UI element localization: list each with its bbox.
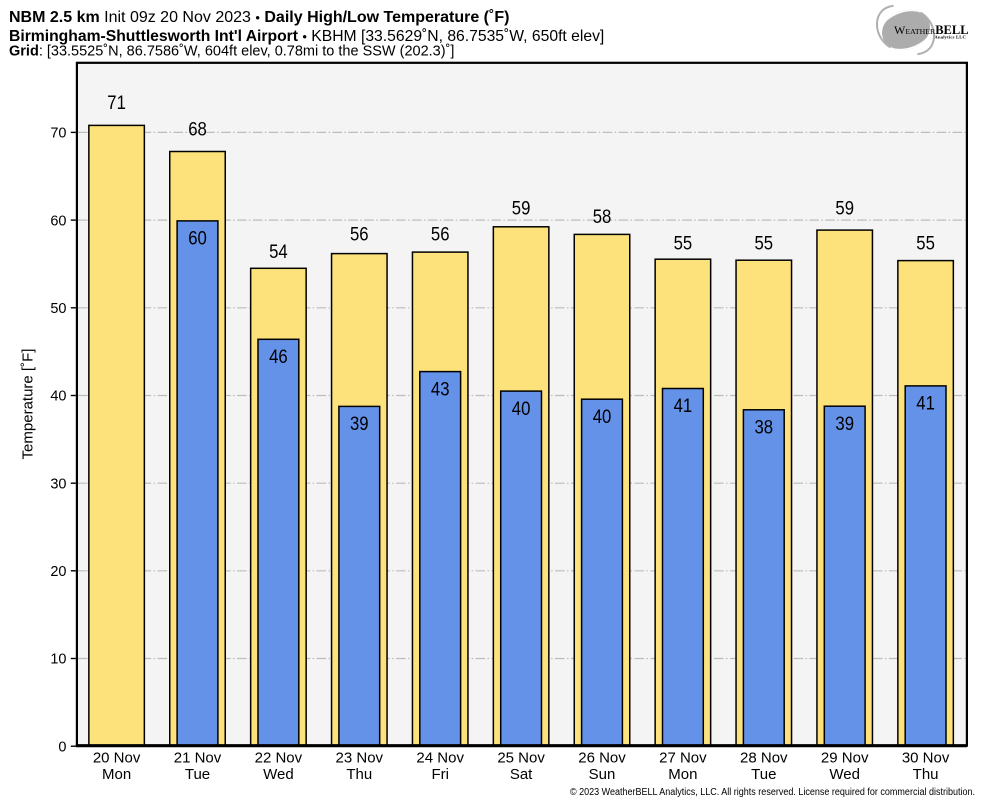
svg-text:Wed: Wed — [829, 766, 860, 783]
svg-text:Sun: Sun — [589, 766, 616, 783]
svg-text:Birmingham-Shuttlesworth Intʹl: Birmingham-Shuttlesworth Intʹl Airport •… — [9, 28, 604, 45]
svg-text:10: 10 — [50, 652, 66, 668]
svg-text:Thu: Thu — [346, 766, 372, 783]
svg-text:55: 55 — [916, 233, 935, 254]
svg-text:© 2023 WeatherBELL Analytics,: © 2023 WeatherBELL Analytics, LLC. All r… — [570, 787, 975, 798]
svg-text:55: 55 — [674, 233, 693, 254]
svg-text:70: 70 — [50, 126, 66, 142]
svg-text:Temperature [˚F]: Temperature [˚F] — [20, 349, 37, 460]
svg-text:Mon: Mon — [668, 766, 697, 783]
svg-text:39: 39 — [350, 414, 369, 435]
svg-text:59: 59 — [512, 198, 531, 219]
svg-text:30: 30 — [50, 476, 66, 492]
svg-text:Fri: Fri — [431, 766, 449, 783]
svg-text:Sat: Sat — [510, 766, 533, 783]
svg-text:25 Nov: 25 Nov — [497, 750, 545, 767]
svg-text:56: 56 — [350, 225, 369, 246]
svg-text:43: 43 — [431, 379, 450, 400]
svg-text:59: 59 — [835, 198, 854, 219]
svg-text:41: 41 — [916, 394, 935, 415]
svg-text:58: 58 — [593, 207, 612, 228]
svg-text:Mon: Mon — [102, 766, 131, 783]
svg-text:60: 60 — [50, 213, 66, 229]
svg-text:71: 71 — [107, 93, 126, 114]
svg-text:NBM 2.5 km Init 09z 20 Nov 202: NBM 2.5 km Init 09z 20 Nov 2023 • Daily … — [9, 9, 509, 26]
svg-text:WEATHERBELL: WEATHERBELL — [894, 23, 969, 37]
svg-text:20 Nov: 20 Nov — [93, 750, 141, 767]
svg-text:46: 46 — [269, 347, 288, 368]
svg-text:Grid: [33.5525˚N, 86.7586˚W, 6: Grid: [33.5525˚N, 86.7586˚W, 604ft elev,… — [9, 44, 454, 60]
svg-text:23 Nov: 23 Nov — [336, 750, 384, 767]
svg-text:40: 40 — [50, 389, 66, 405]
svg-text:28 Nov: 28 Nov — [740, 750, 788, 767]
svg-text:56: 56 — [431, 225, 450, 246]
svg-text:Tue: Tue — [751, 766, 776, 783]
svg-text:24 Nov: 24 Nov — [416, 750, 464, 767]
svg-text:21 Nov: 21 Nov — [174, 750, 222, 767]
svg-text:54: 54 — [269, 242, 288, 263]
svg-text:39: 39 — [835, 414, 854, 435]
svg-text:Wed: Wed — [263, 766, 294, 783]
svg-text:38: 38 — [755, 418, 774, 439]
svg-text:Thu: Thu — [913, 766, 939, 783]
svg-text:30 Nov: 30 Nov — [902, 750, 950, 767]
svg-text:29 Nov: 29 Nov — [821, 750, 869, 767]
svg-text:60: 60 — [188, 229, 207, 250]
svg-text:22 Nov: 22 Nov — [255, 750, 303, 767]
svg-text:0: 0 — [58, 739, 66, 755]
svg-text:41: 41 — [674, 396, 693, 417]
svg-text:40: 40 — [512, 399, 531, 420]
svg-text:20: 20 — [50, 564, 66, 580]
svg-text:40: 40 — [593, 407, 612, 428]
svg-text:55: 55 — [755, 233, 774, 254]
svg-text:Tue: Tue — [185, 766, 210, 783]
svg-text:26 Nov: 26 Nov — [578, 750, 626, 767]
svg-text:Analytics LLC: Analytics LLC — [934, 35, 966, 40]
svg-text:27 Nov: 27 Nov — [659, 750, 707, 767]
svg-text:50: 50 — [50, 301, 66, 317]
svg-text:68: 68 — [188, 119, 207, 140]
